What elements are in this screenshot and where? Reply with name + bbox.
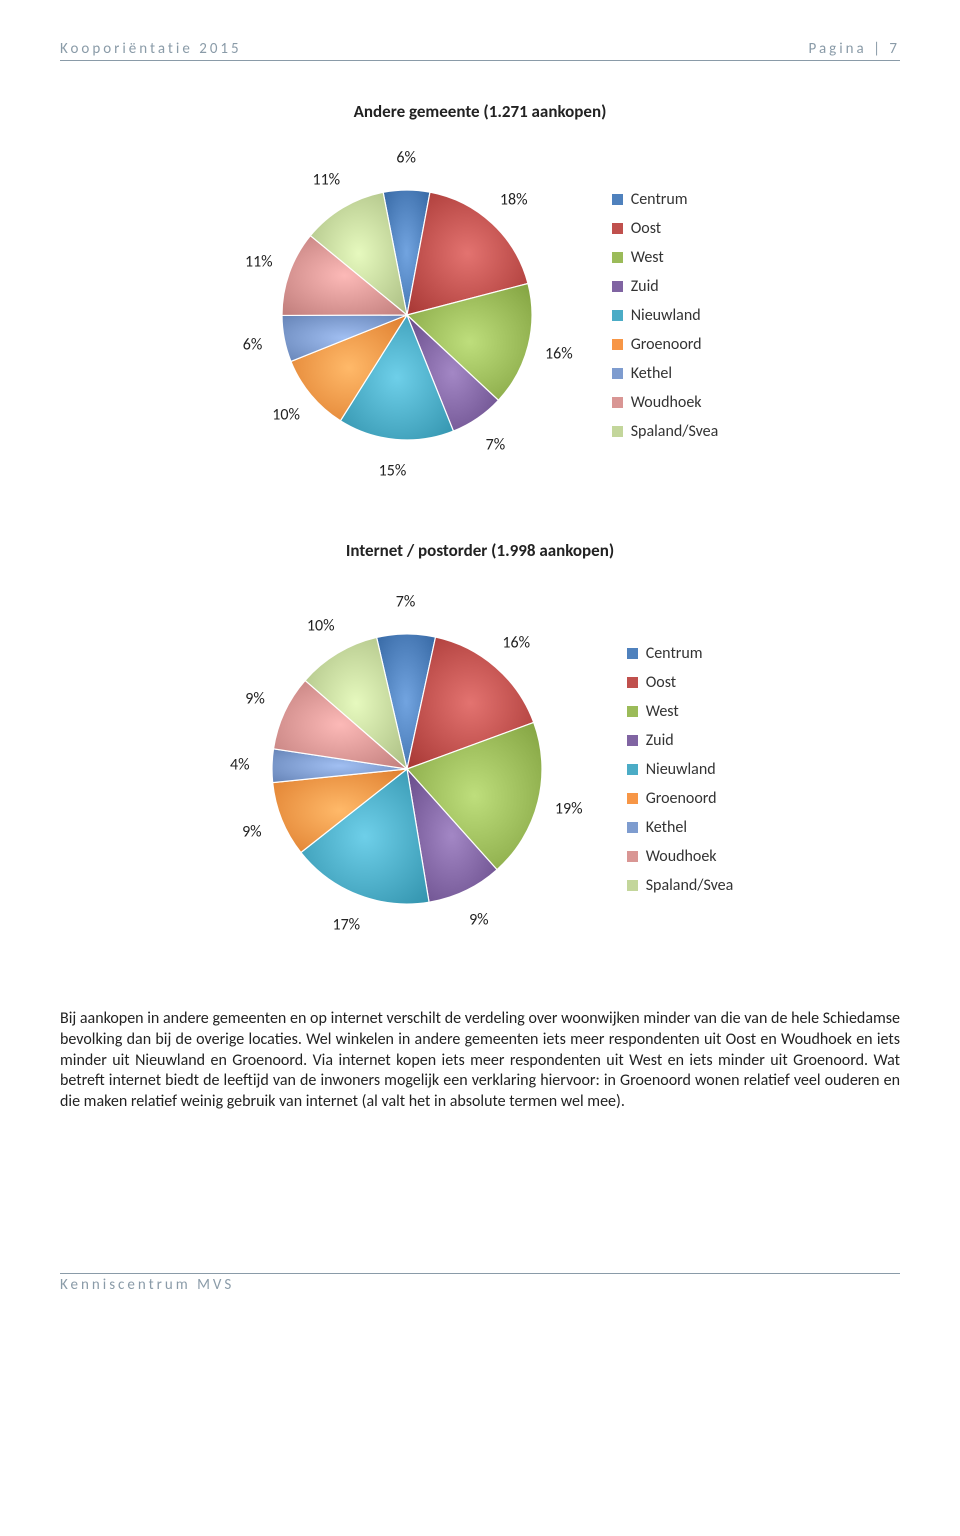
legend-swatch: [627, 880, 638, 891]
legend-item: Spaland/Svea: [612, 422, 719, 441]
pie-label: 15%: [379, 462, 407, 481]
pie-label: 16%: [545, 344, 573, 363]
legend-swatch: [627, 735, 638, 746]
legend-swatch: [627, 677, 638, 688]
legend-label: Zuid: [631, 277, 659, 296]
pie-label: 10%: [272, 406, 300, 425]
legend-label: Zuid: [646, 731, 674, 750]
legend-item: Woudhoek: [627, 847, 734, 866]
legend-item: Groenoord: [627, 789, 734, 808]
legend-swatch: [612, 194, 623, 205]
legend-swatch: [627, 706, 638, 717]
chart-1-title: Andere gemeente (1.271 aankopen): [60, 101, 900, 122]
legend-swatch: [627, 851, 638, 862]
header-right: Pagina | 7: [809, 40, 900, 58]
legend-item: Oost: [627, 673, 734, 692]
legend-label: Centrum: [646, 644, 703, 663]
header-left: Kooporiëntatie 2015: [60, 40, 242, 58]
legend-swatch: [627, 648, 638, 659]
legend-swatch: [612, 339, 623, 350]
legend-item: West: [612, 248, 719, 267]
legend-label: Groenoord: [631, 335, 702, 354]
pie-label: 7%: [396, 593, 416, 612]
legend-label: Spaland/Svea: [646, 876, 734, 895]
legend-swatch: [627, 793, 638, 804]
pie-label: 10%: [307, 616, 335, 635]
pie-label: 18%: [500, 191, 528, 210]
page-footer: Kenniscentrum MVS: [60, 1273, 900, 1294]
page-header: Kooporiëntatie 2015 Pagina | 7: [60, 40, 900, 61]
legend-swatch: [627, 764, 638, 775]
pie-label: 9%: [245, 689, 265, 708]
legend-swatch: [612, 397, 623, 408]
legend-swatch: [612, 252, 623, 263]
pie-label: 7%: [486, 435, 506, 454]
legend-swatch: [612, 223, 623, 234]
legend-swatch: [612, 281, 623, 292]
legend-item: Centrum: [627, 644, 734, 663]
chart-2-title: Internet / postorder (1.998 aankopen): [60, 540, 900, 561]
legend-label: Kethel: [646, 818, 687, 837]
pie-label: 11%: [245, 253, 273, 272]
legend-label: Oost: [631, 219, 661, 238]
legend-swatch: [612, 426, 623, 437]
legend-item: Zuid: [612, 277, 719, 296]
pie-label: 6%: [396, 149, 416, 168]
chart-1-legend: Centrum Oost West Zuid Nieuwland Groenoord Ket…: [612, 180, 719, 451]
legend-swatch: [612, 310, 623, 321]
pie-label: 9%: [242, 822, 262, 841]
legend-item: Groenoord: [612, 335, 719, 354]
legend-label: Groenoord: [646, 789, 717, 808]
legend-item: Kethel: [612, 364, 719, 383]
legend-swatch: [627, 822, 638, 833]
legend-label: Centrum: [631, 190, 688, 209]
legend-item: Zuid: [627, 731, 734, 750]
pie-label: 11%: [312, 171, 340, 190]
legend-item: Kethel: [627, 818, 734, 837]
pie-label: 4%: [230, 755, 250, 774]
legend-label: Kethel: [631, 364, 672, 383]
pie-label: 19%: [555, 800, 583, 819]
legend-label: Woudhoek: [646, 847, 717, 866]
legend-label: Nieuwland: [631, 306, 701, 325]
body-paragraph: Bij aankopen in andere gemeenten en op i…: [60, 1009, 900, 1113]
legend-item: Centrum: [612, 190, 719, 209]
pie-label: 6%: [243, 335, 263, 354]
chart-1-pie: 6% 18% 16% 7% 15% 10% 6% 11% 11%: [242, 150, 572, 480]
legend-item: Woudhoek: [612, 393, 719, 412]
legend-label: West: [631, 248, 664, 267]
pie-label: 17%: [332, 915, 360, 934]
legend-label: Woudhoek: [631, 393, 702, 412]
legend-label: Spaland/Svea: [631, 422, 719, 441]
legend-item: West: [627, 702, 734, 721]
chart-1-section: Andere gemeente (1.271 aankopen) 6% 18% 16…: [60, 101, 900, 480]
pie-label: 9%: [469, 910, 489, 929]
legend-item: Oost: [612, 219, 719, 238]
legend-label: Nieuwland: [646, 760, 716, 779]
legend-label: West: [646, 702, 679, 721]
legend-item: Nieuwland: [627, 760, 734, 779]
chart-2-section: Internet / postorder (1.998 aankopen) 7%…: [60, 540, 900, 949]
legend-swatch: [612, 368, 623, 379]
legend-item: Nieuwland: [612, 306, 719, 325]
legend-item: Spaland/Svea: [627, 876, 734, 895]
legend-label: Oost: [646, 673, 676, 692]
pie-label: 16%: [502, 633, 530, 652]
chart-2-legend: Centrum Oost West Zuid Nieuwland Groenoord Ket…: [627, 634, 734, 905]
chart-2-pie: 7% 16% 19% 9% 17% 9% 4% 9% 10%: [227, 589, 587, 949]
